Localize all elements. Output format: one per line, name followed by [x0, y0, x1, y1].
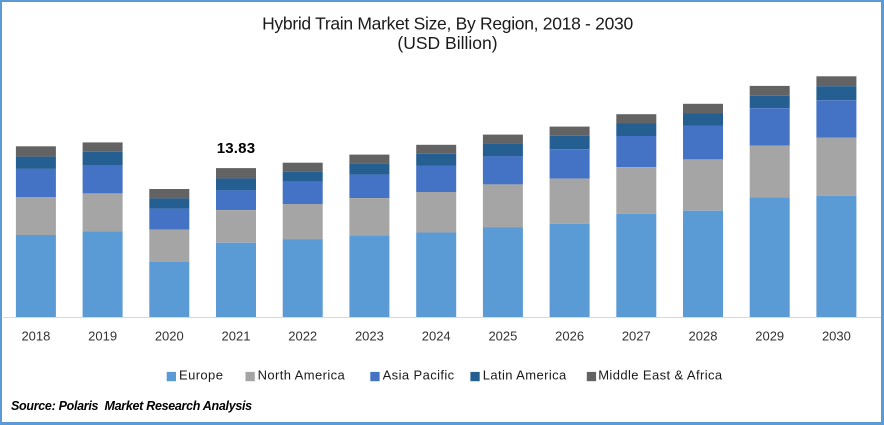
svg-text:2023: 2023: [355, 329, 384, 344]
svg-text:2028: 2028: [689, 329, 718, 344]
svg-text:2027: 2027: [622, 329, 651, 344]
svg-text:Hybrid Train Market Size, By R: Hybrid Train Market Size, By Region, 201…: [262, 14, 633, 34]
svg-text:Source: Polaris Market Resear: Source: Polaris Market Research Analysis: [11, 399, 252, 413]
svg-text:Europe: Europe: [179, 368, 223, 383]
svg-text:Asia Pacific: Asia Pacific: [383, 368, 455, 383]
svg-text:2022: 2022: [288, 329, 317, 344]
svg-text:Latin America: Latin America: [483, 368, 567, 383]
svg-text:2029: 2029: [755, 329, 784, 344]
svg-text:2030: 2030: [822, 329, 851, 344]
svg-text:Middle East & Africa: Middle East & Africa: [598, 368, 723, 383]
svg-text:(USD Billion): (USD Billion): [397, 33, 497, 53]
svg-text:2018: 2018: [21, 329, 50, 344]
svg-text:North America: North America: [258, 368, 346, 383]
svg-text:2025: 2025: [488, 329, 517, 344]
svg-text:2026: 2026: [555, 329, 584, 344]
svg-text:13.83: 13.83: [217, 140, 256, 157]
svg-text:2020: 2020: [155, 329, 184, 344]
svg-text:2019: 2019: [88, 329, 117, 344]
svg-text:2024: 2024: [422, 329, 451, 344]
svg-text:2021: 2021: [222, 329, 251, 344]
